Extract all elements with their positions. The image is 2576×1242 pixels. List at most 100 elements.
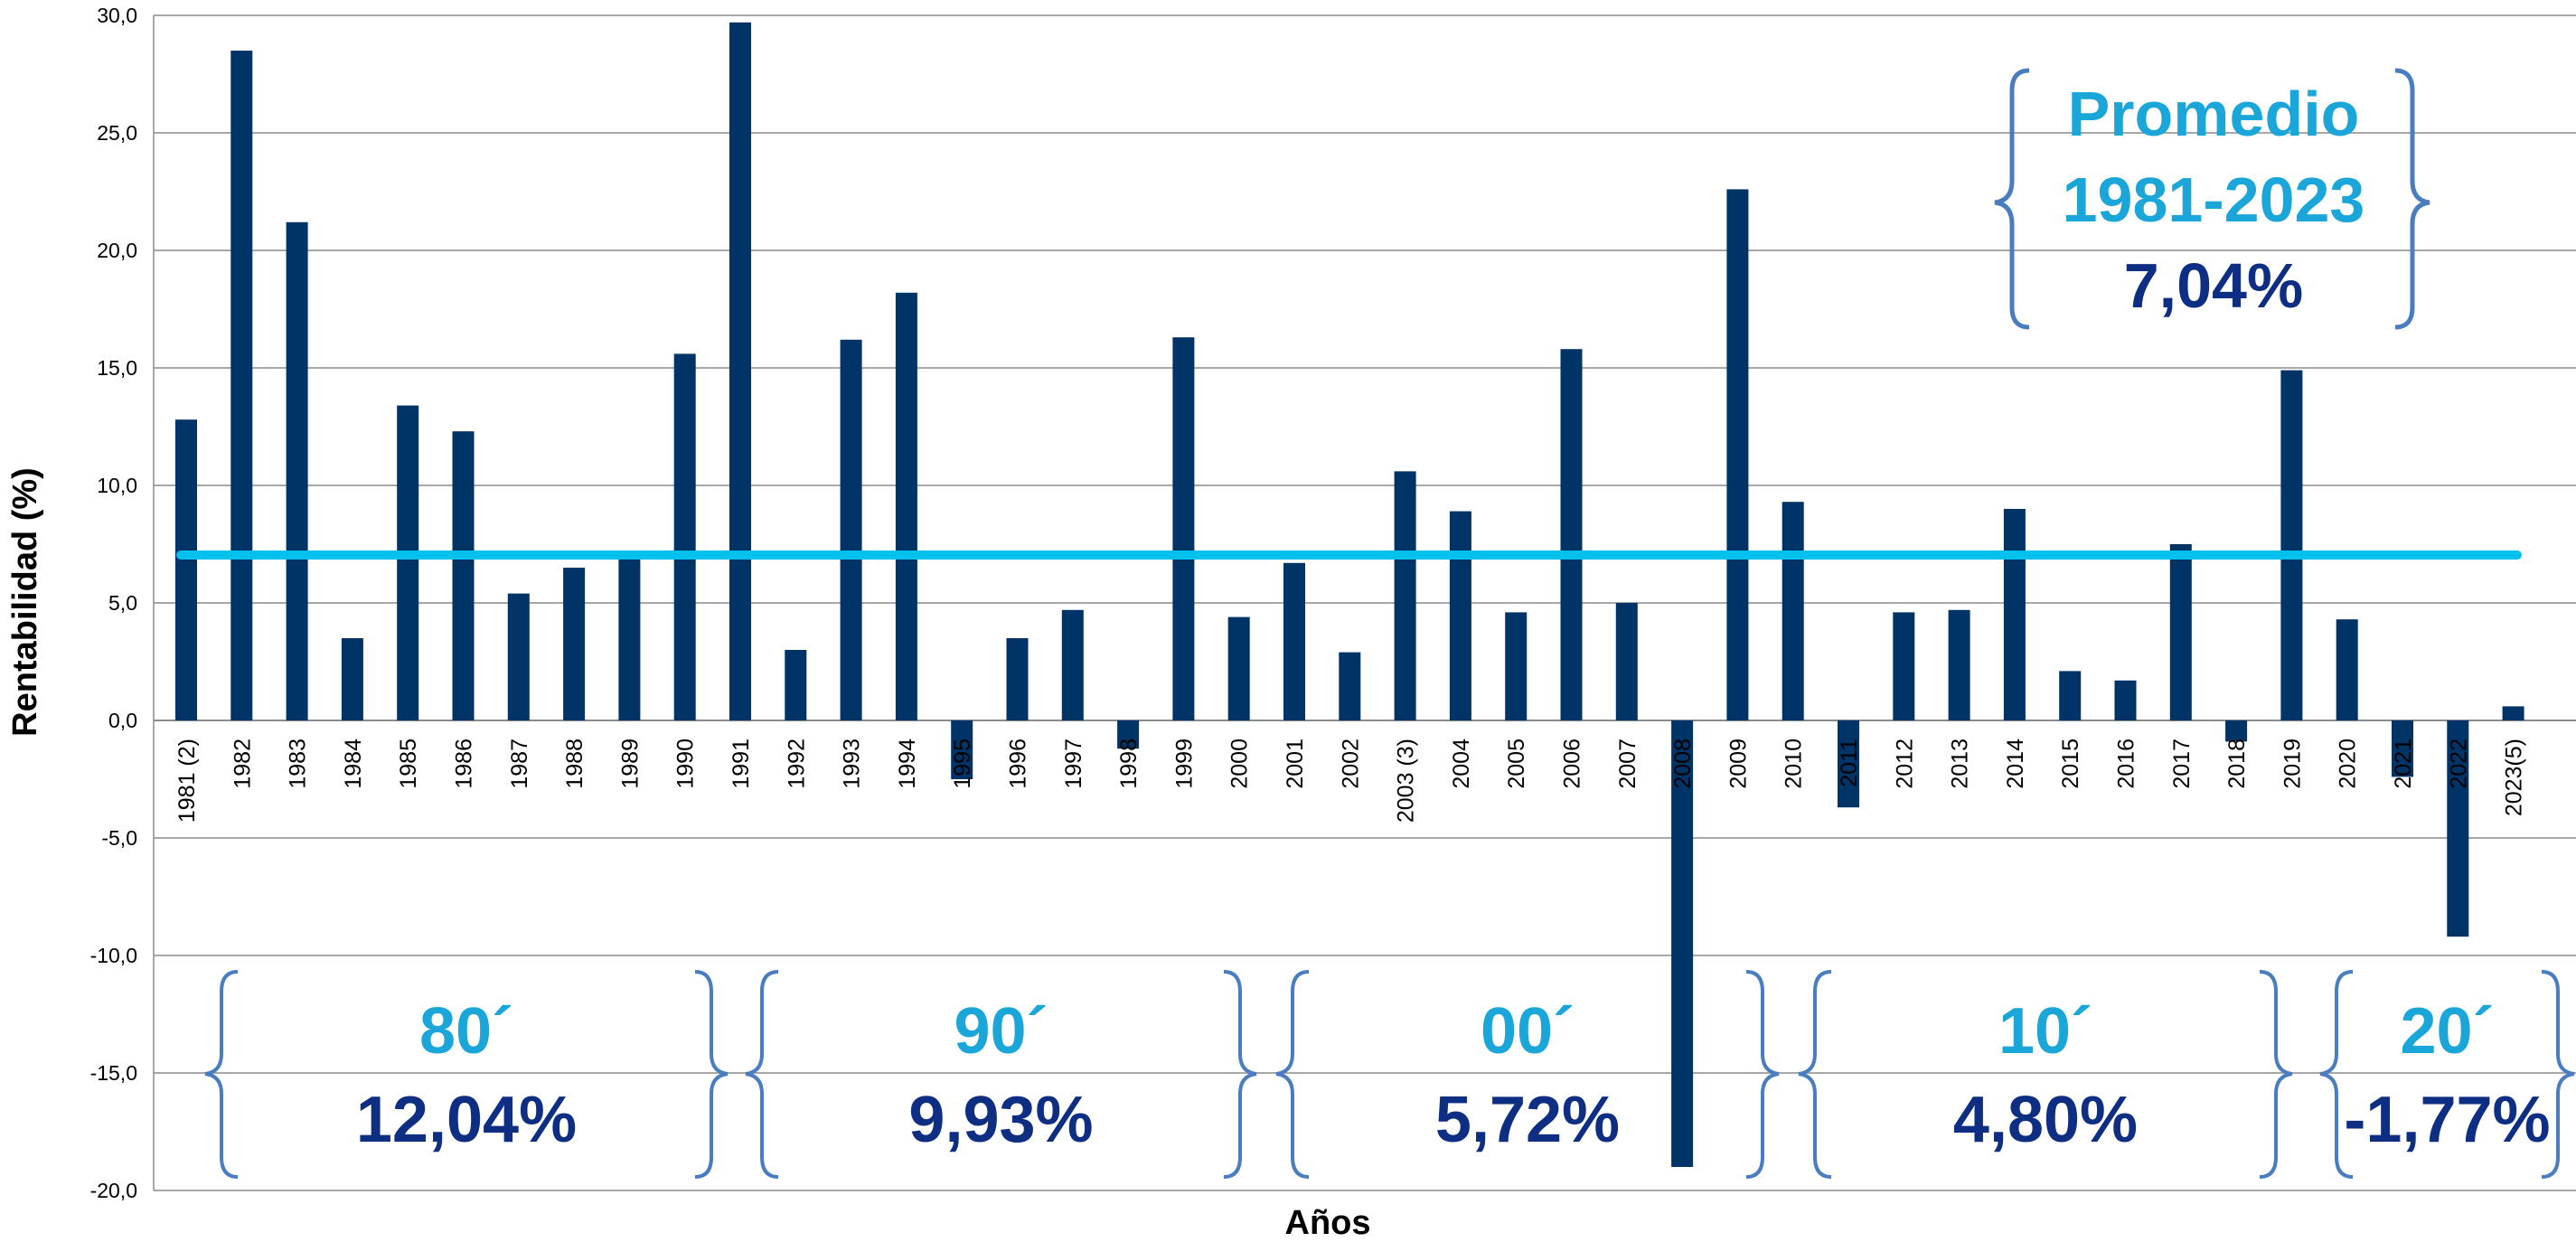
x-tick-label: 2015 bbox=[2058, 739, 2083, 789]
period-value: 4,80% bbox=[1953, 1084, 2138, 1156]
bar bbox=[1615, 603, 1638, 720]
x-tick-label: 2008 bbox=[1670, 739, 1696, 789]
period-brace-right bbox=[2541, 970, 2575, 1179]
x-tick-label: 1981 (2) bbox=[174, 739, 200, 823]
x-tick-label: 2004 bbox=[1449, 739, 1474, 789]
average-title-line1: Promedio bbox=[2068, 79, 2360, 149]
y-tick-labels: -20,0 -15,0 -10,0 -5,0 0,0 5,0 10,0 15,0 20,0 25,… bbox=[90, 4, 137, 1202]
bar bbox=[1893, 612, 1915, 720]
bar bbox=[895, 292, 917, 720]
bar bbox=[286, 221, 308, 721]
x-tick-label: 2021 bbox=[2391, 739, 2416, 789]
x-tick-label: 2002 bbox=[1338, 739, 1363, 789]
bar bbox=[729, 22, 751, 721]
x-tick-label: 2022 bbox=[2446, 739, 2471, 789]
bar bbox=[175, 419, 197, 720]
period-label: 00´ bbox=[1481, 995, 1575, 1068]
bar bbox=[341, 638, 363, 720]
period-brace-right bbox=[694, 970, 729, 1179]
bar bbox=[1394, 471, 1416, 720]
bar bbox=[1449, 511, 1471, 720]
average-box: Promedio 1981-2023 7,04% bbox=[1994, 68, 2430, 330]
bar bbox=[2447, 720, 2469, 937]
period-label: 80´ bbox=[419, 995, 513, 1068]
y-tick-label: 15,0 bbox=[97, 356, 137, 380]
bar bbox=[2114, 680, 2137, 720]
average-brace-right bbox=[2394, 68, 2430, 330]
bar bbox=[2280, 370, 2303, 720]
bar bbox=[1339, 652, 1361, 720]
period-label: 10´ bbox=[1998, 995, 2092, 1068]
y-tick-label: 10,0 bbox=[97, 474, 137, 497]
period-value: 5,72% bbox=[1435, 1084, 1620, 1156]
x-tick-label: 2017 bbox=[2169, 739, 2195, 789]
bar bbox=[1061, 609, 1084, 720]
period-brace-left bbox=[1798, 970, 1832, 1179]
period-brace-left bbox=[745, 970, 779, 1179]
x-tick-label: 1986 bbox=[452, 739, 477, 789]
average-value: 7,04% bbox=[2124, 250, 2303, 321]
x-tick-label: 1984 bbox=[341, 739, 366, 789]
y-tick-label: -5,0 bbox=[101, 826, 137, 850]
period-value: 9,93% bbox=[908, 1084, 1093, 1156]
average-brace-left bbox=[1994, 68, 2030, 330]
x-tick-label: 1998 bbox=[1116, 739, 1142, 789]
period-value: -1,77% bbox=[2344, 1084, 2550, 1156]
x-tick-label: 2018 bbox=[2224, 739, 2250, 789]
x-tick-label: 2009 bbox=[1725, 739, 1751, 789]
y-tick-label: -20,0 bbox=[90, 1179, 137, 1202]
bar bbox=[452, 431, 475, 720]
x-tick-label: 2003 (3) bbox=[1394, 739, 1419, 823]
bar bbox=[2336, 619, 2358, 720]
x-tick-label: 2016 bbox=[2114, 739, 2139, 789]
y-tick-label: 20,0 bbox=[97, 239, 137, 262]
bar bbox=[230, 51, 253, 720]
x-tick-labels: 1981 (2) 1982 1983 1984 1985 1986 1987 1988 1989… bbox=[174, 739, 2527, 823]
period-brace-left bbox=[204, 970, 239, 1179]
x-tick-label: 1989 bbox=[617, 739, 643, 789]
bar bbox=[397, 405, 419, 720]
bar bbox=[2502, 706, 2524, 720]
period-brace-right bbox=[1745, 970, 1780, 1179]
x-tick-label: 2020 bbox=[2336, 739, 2361, 789]
y-tick-label: -15,0 bbox=[90, 1061, 137, 1085]
x-tick-label: 1985 bbox=[396, 739, 421, 789]
x-tick-label: 1990 bbox=[673, 739, 699, 789]
bar bbox=[1726, 189, 1749, 720]
bar bbox=[1782, 502, 1804, 720]
bar bbox=[1560, 349, 1583, 720]
bar bbox=[1006, 638, 1029, 720]
bar bbox=[563, 568, 586, 720]
bar bbox=[840, 339, 862, 720]
x-tick-label: 2005 bbox=[1504, 739, 1529, 789]
x-tick-label: 1982 bbox=[230, 739, 255, 789]
x-tick-label: 1992 bbox=[784, 739, 809, 789]
x-tick-label: 1988 bbox=[562, 739, 588, 789]
bar bbox=[1505, 612, 1528, 720]
bar bbox=[507, 593, 530, 720]
x-tick-label: 2006 bbox=[1560, 739, 1585, 789]
bar bbox=[2059, 671, 2082, 720]
period-brace-right bbox=[2259, 970, 2293, 1179]
x-tick-label: 2007 bbox=[1615, 739, 1641, 789]
bar bbox=[2003, 509, 2026, 720]
x-tick-label: 2010 bbox=[1782, 739, 1807, 789]
x-tick-label: 1997 bbox=[1061, 739, 1086, 789]
bar bbox=[1948, 609, 1970, 720]
x-tick-label: 1995 bbox=[950, 739, 975, 789]
bar bbox=[1117, 720, 1140, 749]
period-brace-left bbox=[1275, 970, 1310, 1179]
y-tick-label: 30,0 bbox=[97, 4, 137, 27]
y-tick-label: 25,0 bbox=[97, 121, 137, 145]
y-tick-label: 5,0 bbox=[108, 591, 137, 615]
x-tick-label: 1987 bbox=[507, 739, 532, 789]
x-tick-label: 1993 bbox=[840, 739, 865, 789]
bar bbox=[951, 720, 973, 779]
decade-annotations: 80´ 12,04% 90´ 9,93% 00´ 5,72% 10´ 4,80% 20´ -1,7… bbox=[204, 970, 2575, 1179]
bar bbox=[785, 650, 807, 720]
bar bbox=[1172, 337, 1195, 720]
x-tick-label: 2011 bbox=[1837, 739, 1862, 787]
period-brace-right bbox=[1223, 970, 1257, 1179]
bar bbox=[2169, 544, 2192, 720]
